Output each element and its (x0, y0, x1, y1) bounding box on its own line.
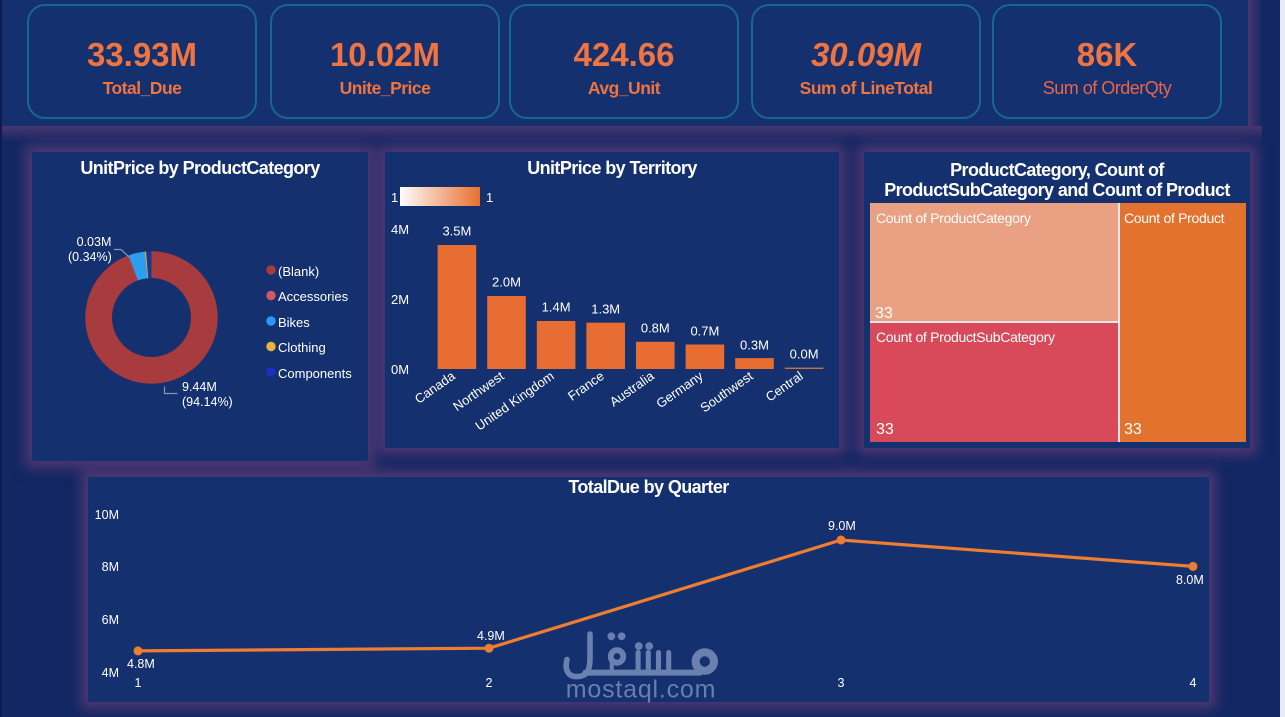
svg-text:4: 4 (1190, 676, 1197, 690)
svg-text:1.4M: 1.4M (542, 300, 571, 315)
svg-text:3.5M: 3.5M (442, 224, 471, 239)
svg-text:mostaql.com: mostaql.com (566, 676, 717, 704)
svg-text:0.8M: 0.8M (641, 321, 670, 336)
svg-text:Australia: Australia (607, 368, 658, 410)
svg-text:4.9M: 4.9M (477, 629, 505, 643)
svg-text:France: France (565, 368, 607, 403)
svg-text:4.8M: 4.8M (127, 657, 155, 671)
svg-text:9.0M: 9.0M (828, 519, 856, 533)
svg-text:0.0M: 0.0M (790, 347, 819, 362)
svg-text:0.3M: 0.3M (740, 338, 769, 353)
svg-text:3: 3 (838, 676, 845, 690)
svg-text:Central: Central (763, 368, 806, 404)
svg-text:1.3M: 1.3M (591, 302, 620, 317)
svg-text:1: 1 (135, 676, 142, 690)
svg-text:0.7M: 0.7M (690, 324, 719, 339)
svg-text:Southwest: Southwest (697, 368, 756, 415)
svg-text:8.0M: 8.0M (1176, 573, 1204, 587)
svg-text:2.0M: 2.0M (492, 275, 521, 290)
svg-text:2: 2 (486, 676, 493, 690)
